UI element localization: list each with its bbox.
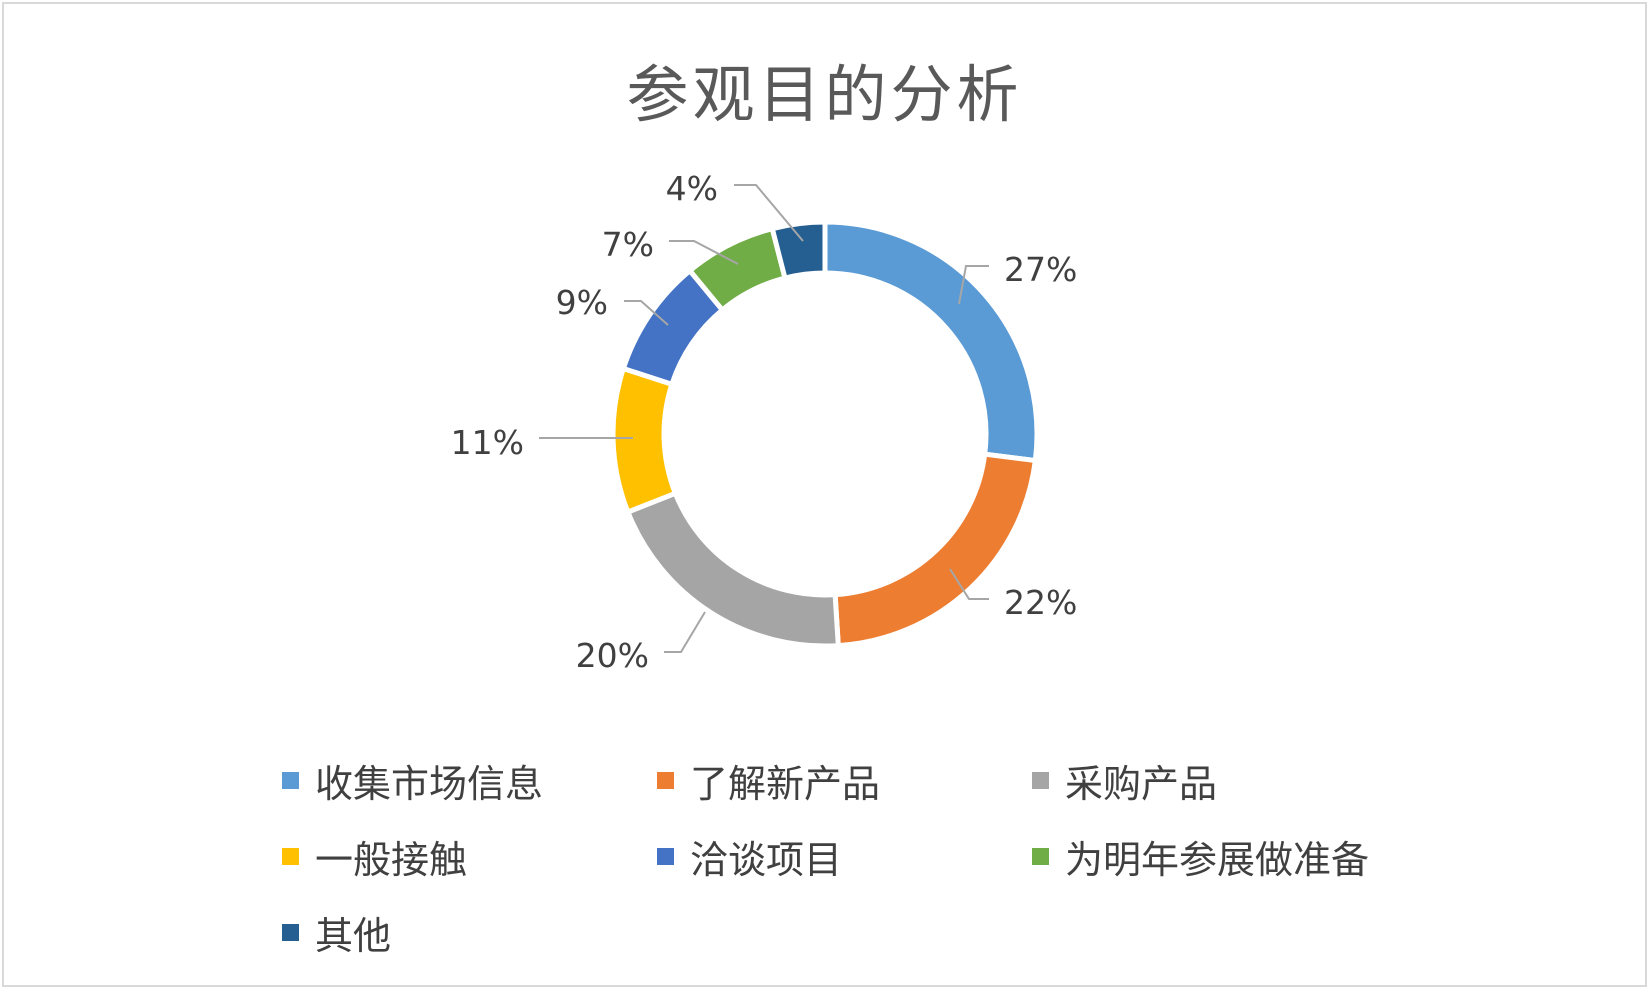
legend-label: 一般接触 bbox=[315, 837, 468, 882]
legend-label: 了解新产品 bbox=[690, 761, 881, 806]
data-label-0: 27% bbox=[1004, 250, 1077, 289]
legend-swatch bbox=[657, 771, 674, 789]
data-label-1: 22% bbox=[1004, 583, 1077, 622]
legend-label: 收集市场信息 bbox=[315, 761, 544, 806]
legend-swatch bbox=[1032, 771, 1049, 789]
legend-item-4: 洽谈项目 bbox=[657, 832, 842, 882]
leader-line-1 bbox=[949, 568, 989, 600]
leader-line-5 bbox=[669, 240, 739, 265]
slice-3 bbox=[610, 365, 679, 516]
legend-item-1: 了解新产品 bbox=[657, 756, 880, 806]
donut-plot: 27% 22% 20% 11% 9% 7% 4% bbox=[451, 169, 1078, 675]
legend-item-3: 一般接触 bbox=[282, 832, 467, 882]
data-label-2: 20% bbox=[576, 636, 649, 675]
legend-swatch bbox=[1032, 847, 1049, 865]
legend-item-6: 其他 bbox=[282, 908, 391, 958]
legend-item-0: 收集市场信息 bbox=[282, 756, 543, 806]
legend-item-5: 为明年参展做准备 bbox=[1032, 832, 1369, 882]
leader-line-0 bbox=[958, 265, 989, 305]
data-label-4: 9% bbox=[556, 283, 608, 322]
leader-line-2 bbox=[664, 611, 706, 653]
legend-label: 为明年参展做准备 bbox=[1065, 837, 1370, 882]
legend-swatch bbox=[657, 847, 674, 865]
slice-6 bbox=[769, 219, 828, 282]
legend-label: 洽谈项目 bbox=[690, 837, 843, 882]
data-label-3: 11% bbox=[451, 423, 524, 462]
leader-line-4 bbox=[624, 300, 669, 326]
data-label-5: 7% bbox=[602, 225, 654, 264]
chart-title: 参观目的分析 bbox=[626, 58, 1023, 131]
slice-2 bbox=[624, 490, 841, 649]
legend-label: 采购产品 bbox=[1065, 761, 1218, 806]
legend-swatch bbox=[282, 771, 299, 789]
leader-line-6 bbox=[734, 184, 804, 242]
data-label-6: 4% bbox=[666, 169, 718, 208]
legend-swatch bbox=[282, 847, 299, 865]
legend-item-2: 采购产品 bbox=[1032, 756, 1217, 806]
legend-label: 其他 bbox=[315, 913, 392, 958]
legend-swatch bbox=[282, 923, 299, 941]
